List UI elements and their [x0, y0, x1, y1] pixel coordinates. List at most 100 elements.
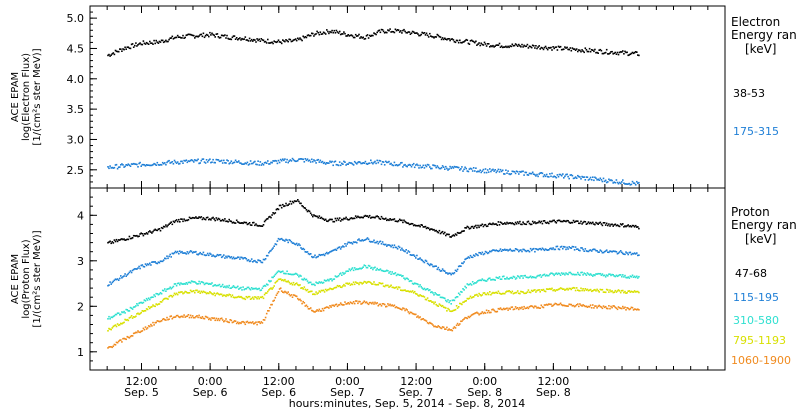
electron-point: [317, 31, 319, 34]
electron-point: [162, 162, 165, 165]
proton-point: [482, 312, 485, 315]
proton-point: [484, 223, 487, 226]
electron-point: [573, 48, 576, 50]
proton-point: [214, 219, 216, 222]
proton-point: [189, 250, 192, 252]
proton-point: [350, 217, 353, 219]
electron-point: [538, 45, 540, 47]
proton-point: [344, 243, 346, 245]
proton-point: [173, 221, 176, 224]
proton-point: [555, 222, 558, 224]
proton-point: [421, 295, 423, 298]
electron-point: [125, 48, 127, 50]
proton-point: [451, 272, 454, 275]
proton-point: [141, 330, 144, 332]
proton-point: [170, 294, 172, 297]
proton-point: [623, 307, 625, 310]
electron-point: [388, 29, 390, 32]
proton-point: [322, 218, 325, 220]
proton-point: [477, 312, 479, 315]
electron-point: [301, 158, 303, 160]
electron-point: [407, 31, 410, 33]
electron-point: [545, 47, 548, 50]
electron-point: [612, 53, 614, 55]
proton-point: [507, 278, 509, 280]
proton-point: [405, 221, 407, 224]
proton-point: [241, 289, 243, 291]
proton-point: [198, 280, 200, 283]
proton-point: [153, 229, 155, 232]
proton-point: [230, 256, 233, 258]
proton-point: [537, 221, 539, 224]
proton-point: [219, 293, 222, 295]
proton-point: [484, 312, 487, 314]
proton-point: [312, 256, 314, 259]
proton-point: [637, 254, 639, 257]
x-tick-date-3: Sep. 7: [330, 386, 365, 399]
proton-point: [323, 279, 326, 281]
proton-point: [439, 327, 442, 329]
proton-point: [224, 285, 226, 288]
electron-point: [579, 49, 581, 52]
proton-point: [555, 303, 558, 305]
electron-point: [125, 164, 127, 166]
proton-point: [126, 274, 129, 276]
proton-point: [139, 312, 141, 315]
proton-point: [417, 315, 419, 317]
electron-point: [164, 162, 166, 164]
proton-point: [592, 290, 594, 292]
proton-point: [298, 243, 300, 245]
electron-point: [241, 163, 243, 165]
proton-point: [440, 231, 443, 234]
electron-point: [425, 32, 428, 35]
proton-point: [206, 216, 209, 219]
proton-point: [622, 289, 624, 292]
proton-point: [545, 303, 548, 306]
electron-point: [168, 159, 170, 162]
proton-point: [602, 274, 605, 277]
proton-point: [254, 259, 256, 262]
proton-point: [452, 234, 455, 236]
proton-point: [273, 299, 275, 302]
electron-point: [567, 48, 569, 51]
proton-point: [261, 295, 264, 298]
electron-point: [248, 37, 251, 40]
proton-point: [169, 294, 171, 297]
electron-point: [435, 36, 437, 38]
proton-point: [292, 201, 295, 204]
proton-point: [420, 224, 422, 226]
proton-point: [534, 276, 536, 279]
electron-point: [634, 51, 637, 53]
proton-point: [169, 222, 171, 224]
electron-point: [521, 43, 523, 46]
proton-point: [147, 297, 150, 299]
electron-point: [634, 184, 637, 186]
proton-point: [404, 250, 406, 253]
proton-point: [630, 276, 633, 278]
proton-point: [509, 277, 511, 279]
proton-point: [559, 274, 562, 276]
proton-point: [277, 237, 280, 240]
proton-point: [262, 285, 265, 288]
proton-point: [531, 276, 534, 278]
proton-point: [241, 222, 243, 224]
proton-point: [356, 282, 358, 284]
proton-point: [516, 307, 519, 309]
proton-point: [465, 286, 467, 289]
proton-point: [167, 288, 169, 290]
proton-point: [560, 287, 563, 290]
proton-point: [153, 261, 155, 263]
proton-point: [300, 202, 302, 205]
proton-point: [255, 287, 257, 290]
proton-point: [120, 275, 122, 277]
proton-point: [542, 248, 545, 251]
proton-point: [442, 326, 445, 329]
proton-point: [211, 217, 213, 219]
electron-point: [485, 45, 488, 47]
electron-point: [300, 158, 302, 160]
proton-point: [271, 303, 273, 306]
proton-point: [439, 296, 442, 299]
electron-point: [342, 163, 344, 165]
proton-point: [486, 225, 489, 227]
electron-point: [586, 176, 589, 178]
